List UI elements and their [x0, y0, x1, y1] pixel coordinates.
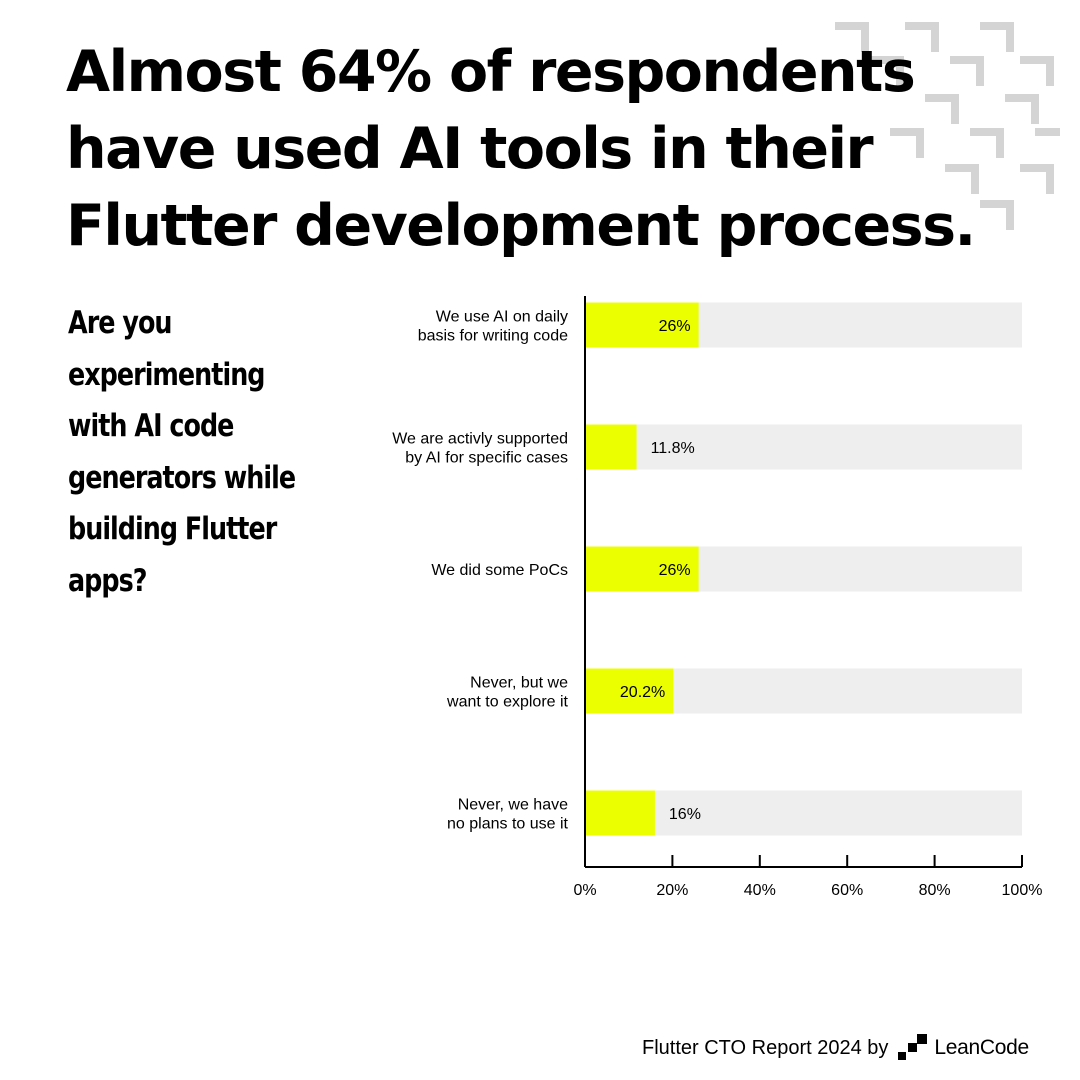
bar — [585, 424, 637, 470]
x-tick-label: 80% — [919, 882, 951, 899]
brand-name: LeanCode — [934, 1036, 1029, 1059]
data-label: 26% — [659, 318, 691, 335]
brand-logo: LeanCode — [898, 1032, 1029, 1064]
question-line: with AI code — [68, 408, 234, 444]
question-line: Are you — [68, 305, 173, 341]
category-label: We did some PoCs — [431, 562, 568, 579]
question-line: building Flutter — [68, 511, 277, 547]
data-label: 20.2% — [620, 684, 665, 701]
x-tick-label: 100% — [1002, 882, 1043, 899]
bar — [585, 546, 699, 592]
bar — [585, 668, 674, 714]
decorative-chevron — [980, 200, 1014, 230]
bar — [585, 790, 655, 836]
category-label: want to explore it — [446, 694, 569, 711]
decorative-chevron — [1020, 56, 1054, 86]
bar — [585, 302, 699, 348]
survey-question: Are you experimenting with AI code gener… — [68, 298, 296, 607]
bar-track — [585, 424, 1022, 470]
x-tick-label: 0% — [573, 882, 596, 899]
footer: Flutter CTO Report 2024 by LeanCode — [642, 1030, 1029, 1066]
data-label: 16% — [669, 806, 701, 823]
question-line: experimenting — [68, 356, 266, 393]
decorative-chevron — [945, 164, 979, 194]
decorative-chevron — [1005, 94, 1039, 124]
question-line: generators while — [68, 459, 296, 496]
x-tick-label: 60% — [831, 882, 863, 899]
decorative-chevron — [950, 56, 984, 86]
headline-line: Almost 64% of respondents — [66, 39, 916, 105]
data-label: 11.8% — [651, 440, 695, 457]
category-label: Never, we have — [458, 797, 568, 814]
decorative-chevron — [970, 128, 1004, 158]
footer-text: Flutter CTO Report 2024 by — [642, 1036, 889, 1059]
decorative-chevron — [890, 128, 924, 158]
decorative-chevron — [835, 22, 869, 52]
decorative-chevron — [925, 94, 959, 124]
x-tick-label: 40% — [744, 882, 776, 899]
decorative-chevron — [1035, 128, 1060, 136]
x-tick-label: 20% — [656, 882, 688, 899]
decorative-chevron — [1020, 164, 1054, 194]
decorative-chevron — [905, 22, 939, 52]
category-label: Never, but we — [470, 675, 568, 692]
headline-line: have used AI tools in their — [66, 116, 874, 182]
decorative-chevron — [870, 56, 904, 86]
bar-track — [585, 790, 1022, 836]
decorative-chevron — [980, 22, 1014, 52]
category-label: no plans to use it — [447, 816, 569, 833]
category-label: We are activly supported — [392, 431, 568, 448]
category-label: by AI for specific cases — [405, 450, 568, 467]
decorative-chevron-pattern — [835, 22, 1060, 230]
question-line: apps? — [68, 562, 147, 599]
headline-line: Flutter development process. — [66, 193, 976, 259]
page-headline: Almost 64% of respondents have used AI t… — [66, 34, 976, 265]
category-label: We use AI on daily — [436, 309, 568, 326]
data-label: 26% — [659, 562, 691, 579]
leancode-logo-icon — [898, 1034, 928, 1060]
category-label: basis for writing code — [418, 328, 568, 345]
